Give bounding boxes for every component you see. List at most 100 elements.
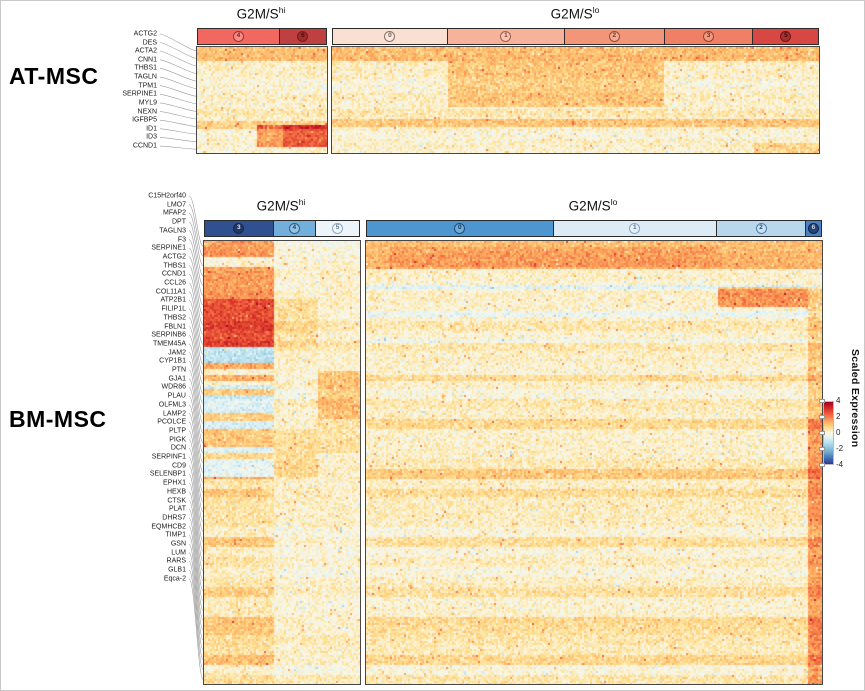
legend-title: Scaled Expression xyxy=(849,349,861,448)
gene-label: FBLN1 xyxy=(164,323,186,330)
gene-leader-line xyxy=(188,282,204,345)
gene-label: LMO7 xyxy=(166,201,186,209)
gene-leader-line xyxy=(159,102,197,112)
legend-colorbar xyxy=(823,401,834,465)
gene-leader-line xyxy=(188,474,204,562)
gene-leader-line xyxy=(188,482,204,572)
gene-leader-line xyxy=(188,308,204,375)
gene-leader-line xyxy=(188,221,204,276)
gene-label: SERPINE1 xyxy=(151,244,186,252)
bm-lo-cluster-bar: 0 1 2 6 xyxy=(366,220,822,237)
gene-leader-line xyxy=(159,42,197,59)
gene-label: SERPINE1 xyxy=(122,90,157,98)
gene-leader-line xyxy=(188,517,204,611)
cluster-segment-0: 0 xyxy=(367,221,554,236)
gene-label: ATP2B1 xyxy=(160,296,186,304)
gene-label: PLAT xyxy=(169,505,186,513)
gene-label: RARS xyxy=(166,557,186,565)
gene-label: CTSK xyxy=(167,497,186,504)
at-lo-heatmap-canvas xyxy=(331,46,819,153)
bm-lo-heatmap-canvas xyxy=(365,240,822,684)
gene-leader-line xyxy=(188,204,204,257)
gene-label: COL11A1 xyxy=(155,288,186,296)
gene-label: F3 xyxy=(177,236,186,243)
cluster-number-badge: 4 xyxy=(232,31,244,42)
gene-leader-line xyxy=(188,291,204,355)
gene-leader-line xyxy=(188,526,204,621)
gene-label: FILIP1L xyxy=(161,305,186,313)
gene-leader-line xyxy=(188,230,204,286)
gene-label: DCN xyxy=(170,444,186,452)
gene-label: SELENBP1 xyxy=(149,470,186,478)
gene-label: WDR86 xyxy=(161,383,186,391)
gene-label: DES xyxy=(142,39,157,47)
gene-label: GLB1 xyxy=(168,566,186,574)
cluster-segment-3: 3 xyxy=(205,221,274,236)
group-title-sup: hi xyxy=(298,197,306,207)
gene-label: PLAU xyxy=(167,392,186,400)
gene-label: TIMP1 xyxy=(165,531,186,539)
gene-leader-line xyxy=(159,128,197,135)
gene-leader-line xyxy=(188,265,204,325)
gene-label: PIGK xyxy=(169,436,186,444)
bm-hi-cluster-bar: 3 4 5 xyxy=(204,220,360,237)
bm-g2mslo-title: G2M/Slo xyxy=(569,197,618,214)
gene-label: CCND1 xyxy=(161,270,186,278)
gene-leader-line xyxy=(188,543,204,640)
cluster-segment-0: 0 xyxy=(333,29,448,44)
group-title-sup: hi xyxy=(278,5,286,15)
group-title-sup: lo xyxy=(610,197,618,207)
gene-label: TPM1 xyxy=(138,82,157,90)
at-msc-label: AT-MSC xyxy=(9,63,99,89)
gene-leader-line xyxy=(188,569,204,670)
cluster-number-badge: 1 xyxy=(629,223,641,234)
gene-leader-line xyxy=(188,456,204,542)
gene-leader-line xyxy=(188,378,204,453)
gene-label: JAM2 xyxy=(168,349,186,357)
gene-label: LUM xyxy=(171,549,186,557)
gene-leader-line xyxy=(188,561,204,660)
cluster-segment-5: 5 xyxy=(753,29,819,44)
gene-label: PLTP xyxy=(169,427,186,435)
gene-label: OLFML3 xyxy=(158,401,186,409)
gene-leader-line xyxy=(188,300,204,365)
cluster-number-badge: 6 xyxy=(807,223,819,234)
cluster-number-badge: 5 xyxy=(332,223,344,234)
at-g2mshi-title: G2M/Shi xyxy=(237,5,286,22)
gene-leader-line xyxy=(188,465,204,552)
cluster-segment-4: 4 xyxy=(273,221,317,236)
gene-leader-line xyxy=(188,247,204,306)
gene-leader-line xyxy=(159,119,197,127)
group-title-text: G2M/S xyxy=(256,198,299,214)
gene-label: GSN xyxy=(170,540,186,548)
cluster-number-badge: 3 xyxy=(703,31,715,42)
bm-msc-label: BM-MSC xyxy=(9,406,107,432)
gene-label: TAGLN xyxy=(134,73,157,81)
gene-leader-line xyxy=(188,213,204,266)
group-title-text: G2M/S xyxy=(568,198,611,214)
group-title-text: G2M/S xyxy=(236,6,279,22)
cluster-number-badge: 2 xyxy=(608,31,620,42)
gene-label: CNN1 xyxy=(137,56,157,64)
cluster-segment-6: 6 xyxy=(279,29,326,44)
gene-leader-line xyxy=(159,111,197,120)
gene-leader-line xyxy=(159,50,197,67)
cluster-number-badge: 6 xyxy=(297,31,309,42)
group-title-sup: lo xyxy=(592,5,600,15)
gene-leader-line xyxy=(159,137,197,142)
gene-leader-line xyxy=(159,145,197,150)
cluster-segment-2: 2 xyxy=(717,221,806,236)
cluster-segment-4: 4 xyxy=(198,29,280,44)
gene-label: CCND1 xyxy=(132,142,157,150)
cluster-segment-3: 3 xyxy=(664,29,754,44)
legend-tick-label: 0 xyxy=(836,428,841,437)
cluster-segment-5: 5 xyxy=(316,221,359,236)
gene-leader-line xyxy=(188,334,204,404)
at-lo-cluster-bar: 0 1 2 3 5 xyxy=(332,28,819,45)
gene-label: C15H2orf40 xyxy=(148,192,186,200)
bm-g2mshi-title: G2M/Shi xyxy=(257,197,306,214)
gene-label: ID3 xyxy=(146,133,157,141)
gene-label: SERPINF1 xyxy=(151,453,186,461)
cluster-number-badge: 0 xyxy=(454,223,466,234)
gene-label: MYL9 xyxy=(138,99,157,107)
